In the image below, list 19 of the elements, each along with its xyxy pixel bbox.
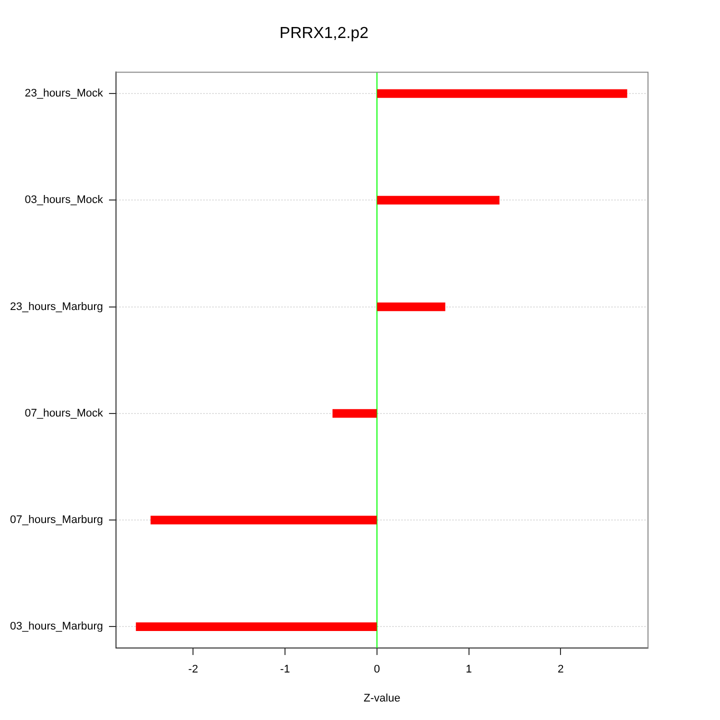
chart-title: PRRX1,2.p2 <box>280 25 369 42</box>
y-tick-label: 07_hours_Marburg <box>10 514 103 526</box>
y-tick-label: 23_hours_Marburg <box>10 300 103 313</box>
y-tick-label: 07_hours_Mock <box>24 407 104 420</box>
x-tick-label: 2 <box>558 664 564 676</box>
bar <box>150 516 377 524</box>
y-tick-label: 03_hours_Mock <box>24 194 104 206</box>
bar <box>377 196 500 204</box>
y-tick-label: 23_hours_Mock <box>24 88 104 100</box>
bar <box>377 89 628 98</box>
y-tick-label: 03_hours_Marburg <box>10 620 103 633</box>
x-tick-label: -2 <box>188 664 198 676</box>
x-axis-title: Z-value <box>364 692 400 704</box>
x-tick-label: -1 <box>280 664 290 676</box>
x-tick-label: 1 <box>466 664 472 676</box>
x-tick-label: 0 <box>374 664 380 676</box>
bar <box>136 622 377 632</box>
bar <box>332 409 377 418</box>
bar <box>377 302 446 312</box>
